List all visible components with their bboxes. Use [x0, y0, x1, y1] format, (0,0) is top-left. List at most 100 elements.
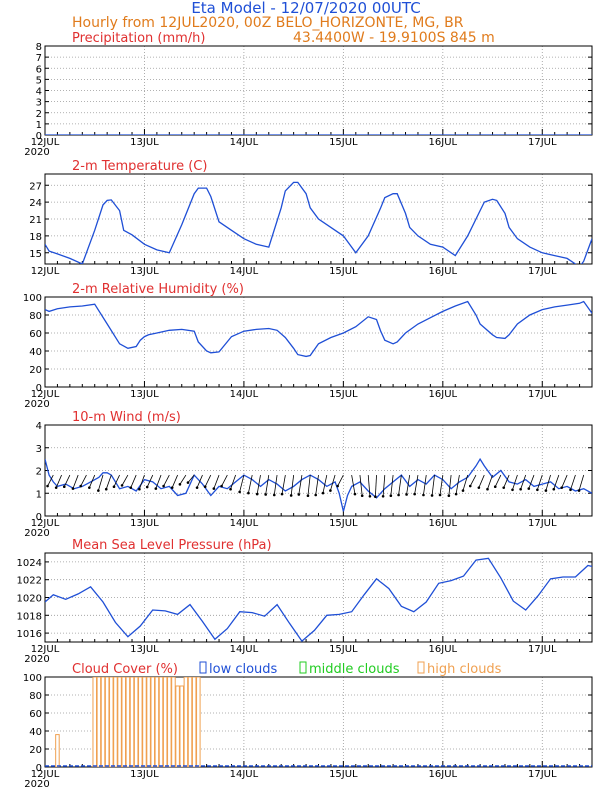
wind-arrow-head — [422, 493, 425, 497]
legend-label: low clouds — [209, 662, 278, 677]
panel-4: 0 1 2 3 4 12JUL 13JUL 14JUL 15JUL 16JUL 17JUL 2020 1… — [24, 410, 593, 539]
wind-arrow-head — [454, 492, 458, 496]
x-tick-label: 15JUL — [329, 644, 358, 655]
wind-arrow-head — [397, 493, 400, 497]
wind-arrow — [221, 474, 228, 487]
wind-arrow-head — [560, 486, 564, 489]
y-tick-label: 100 — [23, 673, 42, 684]
y-tick-label: 1 — [36, 120, 42, 131]
wind-arrow — [322, 474, 328, 494]
wind-arrow-head — [46, 484, 49, 488]
wind-arrow — [520, 474, 527, 490]
cloud-bar — [150, 677, 156, 767]
data-group — [45, 457, 592, 512]
wind-arrow — [130, 474, 137, 488]
wind-arrow — [503, 474, 510, 488]
wind-arrow-head — [519, 487, 522, 491]
y-tick-label: 18 — [29, 232, 42, 243]
x-tick-label: 17JUL — [528, 769, 557, 780]
cloud-bar — [125, 677, 131, 767]
wind-arrow-head — [289, 494, 293, 497]
x-tick-label: 14JUL — [230, 769, 259, 780]
wind-arrow — [382, 475, 386, 497]
y-tick-label: 80 — [29, 311, 42, 322]
chart-title: Eta Model - 12/07/2020 00UTC — [191, 0, 420, 17]
wind-arrow — [105, 474, 112, 490]
wind-arrow — [196, 474, 203, 488]
data-group — [45, 181, 592, 264]
cloud-bar — [183, 677, 189, 767]
wind-arrow — [230, 474, 236, 490]
wind-arrow-head — [486, 487, 489, 491]
x-tick-label: 13JUL — [130, 518, 159, 529]
x-tick-label: 16JUL — [429, 266, 458, 277]
data-group — [45, 677, 592, 767]
wind-arrow — [359, 475, 363, 496]
x-tick-label: 14JUL — [230, 644, 259, 655]
wind-arrow — [179, 474, 187, 485]
wind-arrow — [63, 474, 71, 487]
wind-arrow-head — [569, 488, 572, 492]
wind-arrow — [155, 474, 162, 489]
wind-arrow — [431, 475, 435, 496]
wind-arrow-head — [264, 493, 267, 496]
wind-arrow-head — [97, 489, 100, 492]
wind-arrow-head — [374, 495, 377, 499]
cloud-bar — [196, 677, 201, 767]
wind-arrow — [298, 474, 303, 495]
cloud-bar — [154, 677, 160, 767]
panel-title: Cloud Cover (%) — [72, 662, 178, 677]
wind-arrow — [330, 474, 336, 491]
wind-arrow-head — [229, 487, 232, 491]
wind-arrow — [121, 474, 129, 486]
x-tick-label: 16JUL — [429, 518, 458, 529]
cloud-bar — [142, 677, 147, 767]
cloud-bar — [138, 677, 143, 767]
wind-arrow-head — [544, 489, 548, 492]
cloud-bar — [129, 677, 135, 767]
x-tick-label: 17JUL — [528, 389, 557, 400]
panel-title: Mean Sea Level Pressure (hPa) — [72, 538, 272, 553]
x-tick-label: 16JUL — [429, 137, 458, 148]
cloud-bar — [179, 685, 185, 767]
cloud-bar — [171, 677, 176, 767]
wind-arrow-head — [195, 486, 199, 489]
wind-arrow-head — [461, 489, 465, 492]
x-year-label: 2020 — [24, 147, 49, 158]
x-tick-label: 16JUL — [429, 389, 458, 400]
y-tick-label: 2 — [36, 109, 42, 120]
x-tick-label: 17JUL — [528, 644, 557, 655]
y-tick-label: 20 — [29, 365, 42, 376]
wind-arrow-head — [306, 494, 310, 498]
wind-arrow — [265, 474, 270, 495]
cloud-bar — [191, 677, 197, 767]
x-tick-label: 13JUL — [130, 769, 159, 780]
y-tick-label: 80 — [29, 691, 42, 702]
wind-arrow-head — [71, 487, 75, 490]
wind-arrow-head — [62, 485, 66, 489]
cloud-bar — [113, 677, 118, 767]
wind-arrow-head — [79, 484, 83, 488]
wind-arrow — [256, 474, 261, 495]
wind-arrow-head — [314, 493, 318, 497]
wind-arrow-head — [511, 488, 514, 492]
wind-arrow — [163, 474, 170, 487]
wind-arrow — [455, 474, 460, 495]
y-tick-label: 60 — [29, 329, 42, 340]
x-tick-label: 13JUL — [130, 137, 159, 148]
y-tick-label: 4 — [36, 421, 42, 432]
wind-arrow — [487, 474, 493, 490]
wind-arrow-head — [413, 492, 416, 496]
cloud-bar — [162, 677, 168, 767]
wind-arrow — [213, 474, 220, 489]
wind-arrow — [398, 474, 402, 496]
wind-arrow-head — [88, 486, 91, 489]
wind-arrow-head — [329, 489, 332, 492]
y-tick-label: 0 — [36, 512, 42, 523]
cloud-bar — [175, 685, 180, 767]
wind-arrow-head — [353, 492, 357, 496]
wind-arrow — [367, 475, 371, 497]
panel-frame — [44, 296, 593, 388]
